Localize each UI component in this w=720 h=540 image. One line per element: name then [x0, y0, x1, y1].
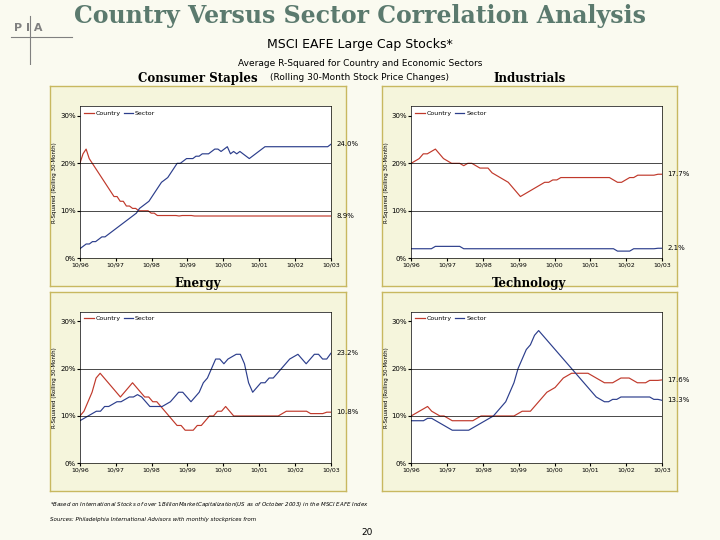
Title: Consumer Staples: Consumer Staples: [138, 72, 258, 85]
Text: 17.6%: 17.6%: [667, 377, 690, 383]
Text: (Rolling 30-Month Stock Price Changes): (Rolling 30-Month Stock Price Changes): [271, 72, 449, 82]
Text: Sources: Philadelphia International Advisors with monthly stockprices from: Sources: Philadelphia International Advi…: [50, 517, 256, 522]
Text: 24.0%: 24.0%: [336, 141, 359, 147]
Text: Country Versus Sector Correlation Analysis: Country Versus Sector Correlation Analys…: [74, 4, 646, 28]
Y-axis label: R-Squared (Rolling 30-Month): R-Squared (Rolling 30-Month): [53, 347, 58, 428]
Text: 20: 20: [361, 528, 373, 537]
Text: MSCI EAFE Large Cap Stocks*: MSCI EAFE Large Cap Stocks*: [267, 38, 453, 51]
Text: *Based on International Stocks of over $1  Billion Market Capitalization (US$ as: *Based on International Stocks of over $…: [50, 500, 369, 509]
Title: Industrials: Industrials: [493, 72, 565, 85]
Text: 23.2%: 23.2%: [336, 350, 359, 356]
Title: Energy: Energy: [175, 278, 221, 291]
Legend: Country, Sector: Country, Sector: [414, 110, 487, 117]
Legend: Country, Sector: Country, Sector: [83, 315, 156, 322]
Y-axis label: R-Squared (Rolling 30-Month): R-Squared (Rolling 30-Month): [384, 142, 389, 222]
Text: 13.3%: 13.3%: [667, 397, 690, 403]
Text: 17.7%: 17.7%: [667, 171, 690, 177]
Text: 8.9%: 8.9%: [336, 213, 354, 219]
Text: Average R-Squared for Country and Economic Sectors: Average R-Squared for Country and Econom…: [238, 59, 482, 68]
Title: Technology: Technology: [492, 278, 567, 291]
Text: 2.1%: 2.1%: [667, 245, 685, 251]
Text: 10.8%: 10.8%: [336, 409, 359, 415]
Legend: Country, Sector: Country, Sector: [414, 315, 487, 322]
Y-axis label: R-Squared (Rolling 30-Month): R-Squared (Rolling 30-Month): [384, 347, 389, 428]
Legend: Country, Sector: Country, Sector: [83, 110, 156, 117]
Text: P I A: P I A: [14, 23, 43, 33]
Y-axis label: R-Squared (Rolling 30-Month): R-Squared (Rolling 30-Month): [53, 142, 58, 222]
